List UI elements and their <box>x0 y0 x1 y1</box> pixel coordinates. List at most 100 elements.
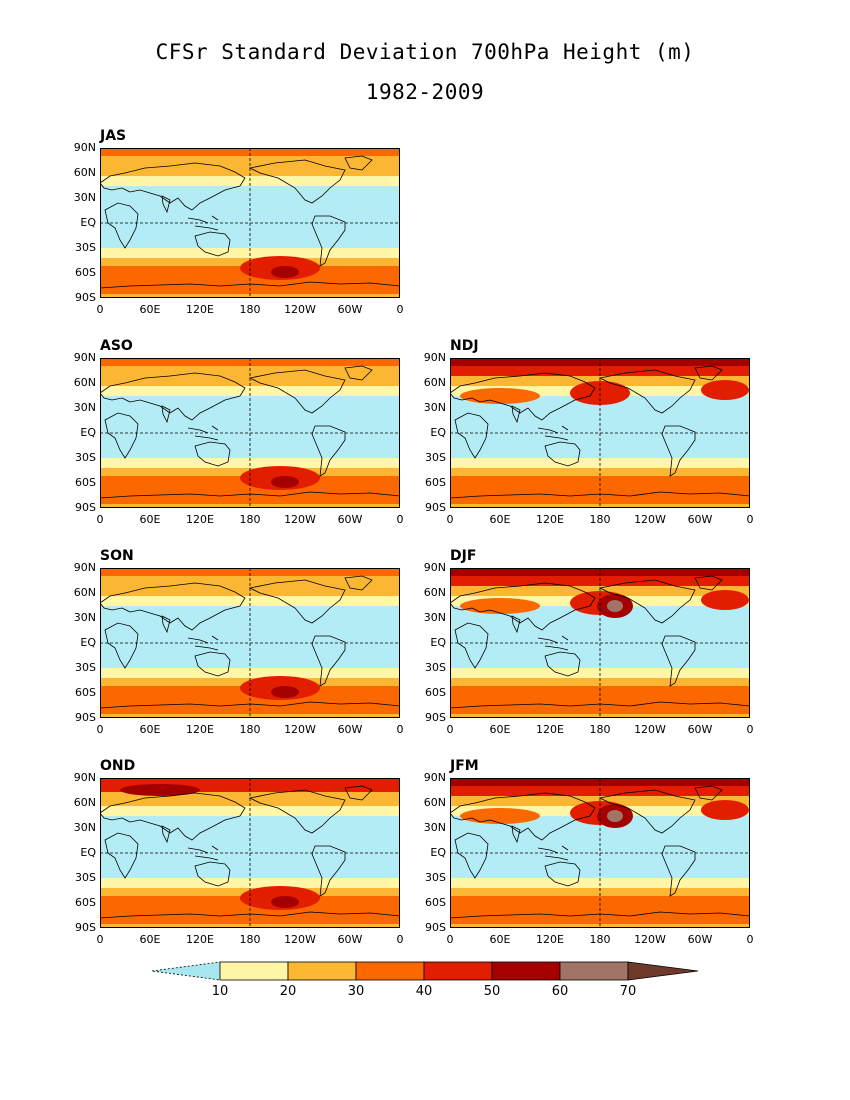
map-panel-aso: ASO 90N 60N 30N EQ 30S 60S 90S 0 60E 120E 180 120W 60… <box>70 338 420 548</box>
y-tick-label: 30N <box>423 821 446 834</box>
x-tick-label: 60W <box>337 723 363 736</box>
x-tick-label: 180 <box>239 933 261 946</box>
x-tick-label: 120E <box>186 303 214 316</box>
colorbar-segment <box>559 961 629 981</box>
colorbar-segment <box>423 961 493 981</box>
x-tick-label: 60W <box>337 303 363 316</box>
y-tick-label: 60N <box>73 376 96 389</box>
map-panel-ond: OND 90N 60N 30N EQ 30S 60S 90S 0 60E 120E 180 120W 60… <box>70 758 420 968</box>
y-tick-label: 90N <box>423 351 446 364</box>
colorbar-low-arrow <box>151 961 221 981</box>
y-tick-label: 60N <box>73 796 96 809</box>
x-tick-label: 60E <box>489 933 511 946</box>
x-tick-label: 0 <box>446 513 454 526</box>
y-tick-label: 90S <box>425 921 446 934</box>
colorbar-tick-label: 70 <box>619 984 637 999</box>
y-tick-label: EQ <box>80 216 96 229</box>
y-tick-label: 30S <box>75 241 96 254</box>
x-tick-label: 0 <box>746 933 754 946</box>
x-tick-label: 120E <box>536 513 564 526</box>
x-tick-label: 180 <box>239 303 261 316</box>
y-tick-label: 90N <box>73 561 96 574</box>
seasonal-map <box>100 148 400 298</box>
y-tick-label: 30N <box>73 821 96 834</box>
x-tick-label: 60E <box>139 933 161 946</box>
y-tick-label: 60N <box>73 166 96 179</box>
y-tick-label: 30S <box>75 871 96 884</box>
colorbar-high-arrow <box>627 961 699 981</box>
colorbar-segment <box>491 961 561 981</box>
x-tick-label: 0 <box>746 513 754 526</box>
panel-label: DJF <box>450 548 477 564</box>
y-tick-label: 60S <box>425 896 446 909</box>
x-tick-label: 0 <box>446 933 454 946</box>
x-tick-label: 60W <box>687 513 713 526</box>
seasonal-map <box>100 568 400 718</box>
x-tick-label: 120W <box>284 723 316 736</box>
seasonal-map <box>450 778 750 928</box>
x-tick-label: 120W <box>284 513 316 526</box>
y-tick-label: EQ <box>430 636 446 649</box>
map-panel-jfm: JFM 90N 60N 30N EQ 30S 60S 90S 0 60E 120E 180 120W 60… <box>420 758 770 968</box>
figure-subtitle: 1982-2009 <box>365 80 485 104</box>
y-tick-label: EQ <box>430 426 446 439</box>
y-tick-label: 60S <box>425 476 446 489</box>
y-tick-label: 90N <box>73 771 96 784</box>
y-tick-label: EQ <box>430 846 446 859</box>
x-tick-label: 0 <box>96 303 104 316</box>
x-tick-label: 120E <box>536 723 564 736</box>
x-tick-label: 120W <box>634 933 666 946</box>
panel-label: SON <box>100 548 134 564</box>
x-tick-label: 120W <box>284 303 316 316</box>
x-tick-label: 60E <box>139 723 161 736</box>
y-tick-label: 90S <box>425 711 446 724</box>
colorbar-tick-label: 60 <box>551 984 569 999</box>
x-tick-label: 120E <box>186 723 214 736</box>
y-tick-label: 90S <box>75 711 96 724</box>
seasonal-map <box>100 778 400 928</box>
y-tick-label: 30N <box>423 401 446 414</box>
panel-label: OND <box>100 758 136 774</box>
seasonal-map <box>450 568 750 718</box>
seasonal-map <box>450 358 750 508</box>
x-tick-label: 60W <box>687 933 713 946</box>
x-tick-label: 180 <box>589 513 611 526</box>
y-tick-label: 30S <box>75 661 96 674</box>
y-tick-label: 90N <box>73 351 96 364</box>
x-tick-label: 180 <box>239 723 261 736</box>
colorbar <box>151 961 699 981</box>
x-tick-label: 120E <box>536 933 564 946</box>
y-tick-label: 60S <box>425 686 446 699</box>
y-tick-label: 90S <box>75 501 96 514</box>
colorbar-segment <box>355 961 425 981</box>
x-tick-label: 0 <box>96 723 104 736</box>
colorbar-tick-label: 50 <box>483 984 501 999</box>
y-tick-label: EQ <box>80 426 96 439</box>
y-tick-label: 90S <box>75 921 96 934</box>
x-tick-label: 0 <box>746 723 754 736</box>
y-tick-label: 30N <box>73 611 96 624</box>
figure-title: CFSr Standard Deviation 700hPa Height (m… <box>155 40 695 64</box>
x-tick-label: 0 <box>96 933 104 946</box>
y-tick-label: 60S <box>75 896 96 909</box>
x-tick-label: 120W <box>634 513 666 526</box>
y-tick-label: 60S <box>75 686 96 699</box>
colorbar-tick-label: 40 <box>415 984 433 999</box>
panel-label: JAS <box>100 128 127 144</box>
colorbar-segment <box>219 961 289 981</box>
y-tick-label: 90N <box>423 561 446 574</box>
x-tick-label: 60E <box>489 513 511 526</box>
y-tick-label: 30S <box>425 871 446 884</box>
y-tick-label: EQ <box>80 846 96 859</box>
x-tick-label: 60W <box>337 933 363 946</box>
seasonal-map <box>100 358 400 508</box>
y-tick-label: 90S <box>75 291 96 304</box>
x-tick-label: 120W <box>284 933 316 946</box>
panel-label: JFM <box>450 758 479 774</box>
y-tick-label: 30N <box>73 191 96 204</box>
y-tick-label: 60S <box>75 266 96 279</box>
y-tick-label: 60N <box>423 586 446 599</box>
x-tick-label: 0 <box>396 723 404 736</box>
colorbar-tick-label: 10 <box>211 984 229 999</box>
map-panel-ndj: NDJ 90N 60N 30N EQ 30S 60S 90S 0 60E 120E 180 120W 60… <box>420 338 770 548</box>
